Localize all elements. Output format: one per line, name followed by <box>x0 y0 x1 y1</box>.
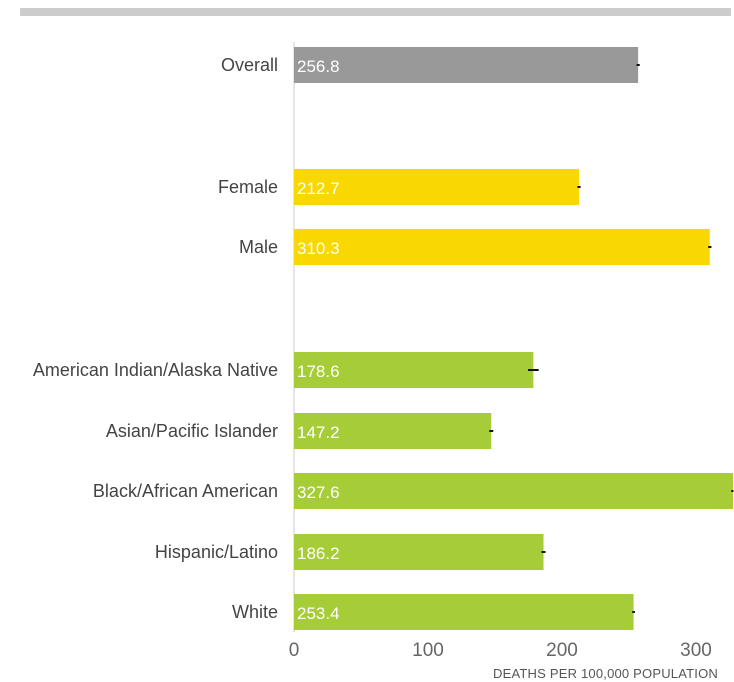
bar-female <box>294 169 580 205</box>
category-label-white: White <box>232 602 278 622</box>
category-label-black-african-american: Black/African American <box>93 481 278 501</box>
bar-overall <box>294 47 639 83</box>
x-axis-ticks: 0 100 200 300 <box>289 640 712 661</box>
x-tick-label-0: 0 <box>289 640 300 661</box>
x-tick-label-100: 100 <box>412 640 444 661</box>
x-axis-title: DEATHS PER 100,000 POPULATION <box>493 666 718 681</box>
bar-male <box>294 229 710 265</box>
category-label-hispanic-latino: Hispanic/Latino <box>155 542 278 562</box>
value-label-black-african-american: 327.6 <box>297 483 340 502</box>
bar-hispanic-latino <box>294 534 544 570</box>
category-label-male: Male <box>239 237 278 257</box>
value-label-overall: 256.8 <box>297 57 340 76</box>
value-label-hispanic-latino: 186.2 <box>297 544 340 563</box>
bar-white <box>294 594 634 630</box>
value-label-white: 253.4 <box>297 604 340 623</box>
category-label-female: Female <box>218 177 278 197</box>
value-label-male: 310.3 <box>297 239 340 258</box>
category-label-overall: Overall <box>221 55 278 75</box>
value-label-american-indian-alaska-native: 178.6 <box>297 362 340 381</box>
category-label-asian-pacific-islander: Asian/Pacific Islander <box>106 421 278 441</box>
x-tick-label-200: 200 <box>546 640 578 661</box>
top-rule <box>20 8 731 16</box>
bar-black-african-american <box>294 473 733 509</box>
bar-american-indian-alaska-native <box>294 352 534 388</box>
value-label-female: 212.7 <box>297 179 340 198</box>
x-tick-label-300: 300 <box>680 640 712 661</box>
bars-group: Overall 256.8 Female 212.7 Male 310.3 American… <box>33 47 734 630</box>
bar-asian-pacific-islander <box>294 413 492 449</box>
category-label-american-indian-alaska-native: American Indian/Alaska Native <box>33 360 278 380</box>
value-label-asian-pacific-islander: 147.2 <box>297 423 340 442</box>
